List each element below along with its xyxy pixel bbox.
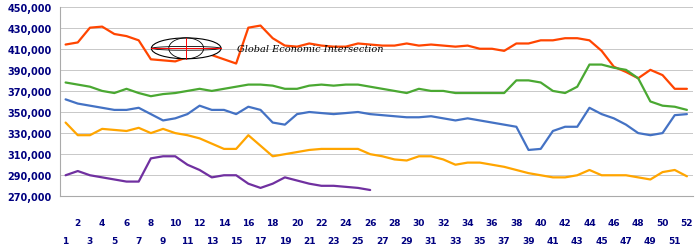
Text: 44: 44 xyxy=(583,218,596,228)
Text: 2: 2 xyxy=(75,218,81,228)
Text: 27: 27 xyxy=(376,236,389,245)
Text: 34: 34 xyxy=(461,218,474,228)
Text: 33: 33 xyxy=(449,236,462,245)
Text: 29: 29 xyxy=(400,236,413,245)
Text: 11: 11 xyxy=(181,236,194,245)
Text: 13: 13 xyxy=(206,236,218,245)
Text: 20: 20 xyxy=(291,218,303,228)
Text: 4: 4 xyxy=(99,218,105,228)
Text: 22: 22 xyxy=(315,218,328,228)
Text: 6: 6 xyxy=(123,218,130,228)
Text: 5: 5 xyxy=(111,236,118,245)
Circle shape xyxy=(151,39,221,59)
Text: 18: 18 xyxy=(267,218,279,228)
Text: 19: 19 xyxy=(279,236,291,245)
Text: 37: 37 xyxy=(498,236,510,245)
Text: 23: 23 xyxy=(328,236,340,245)
Text: 42: 42 xyxy=(559,218,571,228)
Text: 9: 9 xyxy=(160,236,166,245)
Text: 24: 24 xyxy=(340,218,352,228)
Text: 3: 3 xyxy=(87,236,93,245)
Text: 35: 35 xyxy=(474,236,486,245)
Text: 38: 38 xyxy=(510,218,523,228)
Text: 1: 1 xyxy=(62,236,69,245)
Text: 47: 47 xyxy=(620,236,632,245)
Text: 31: 31 xyxy=(425,236,438,245)
Text: 28: 28 xyxy=(389,218,401,228)
Text: 46: 46 xyxy=(608,218,620,228)
Text: 21: 21 xyxy=(303,236,316,245)
Text: 12: 12 xyxy=(193,218,206,228)
Text: 49: 49 xyxy=(644,236,657,245)
Text: 14: 14 xyxy=(218,218,230,228)
Text: 41: 41 xyxy=(547,236,559,245)
Text: 26: 26 xyxy=(364,218,377,228)
Text: 25: 25 xyxy=(351,236,364,245)
Text: 52: 52 xyxy=(680,218,693,228)
Text: 15: 15 xyxy=(230,236,242,245)
Text: 17: 17 xyxy=(254,236,267,245)
Text: 40: 40 xyxy=(535,218,547,228)
Text: 50: 50 xyxy=(657,218,668,228)
Text: 43: 43 xyxy=(571,236,584,245)
Text: 48: 48 xyxy=(632,218,645,228)
Text: 10: 10 xyxy=(169,218,181,228)
Text: 8: 8 xyxy=(148,218,154,228)
Text: 30: 30 xyxy=(413,218,425,228)
Text: 16: 16 xyxy=(242,218,255,228)
Text: 45: 45 xyxy=(595,236,608,245)
Text: 36: 36 xyxy=(486,218,498,228)
Text: 39: 39 xyxy=(522,236,535,245)
Text: 32: 32 xyxy=(437,218,449,228)
Text: 7: 7 xyxy=(136,236,142,245)
Text: Global Economic Intersection: Global Economic Intersection xyxy=(237,45,384,54)
Text: 51: 51 xyxy=(668,236,681,245)
